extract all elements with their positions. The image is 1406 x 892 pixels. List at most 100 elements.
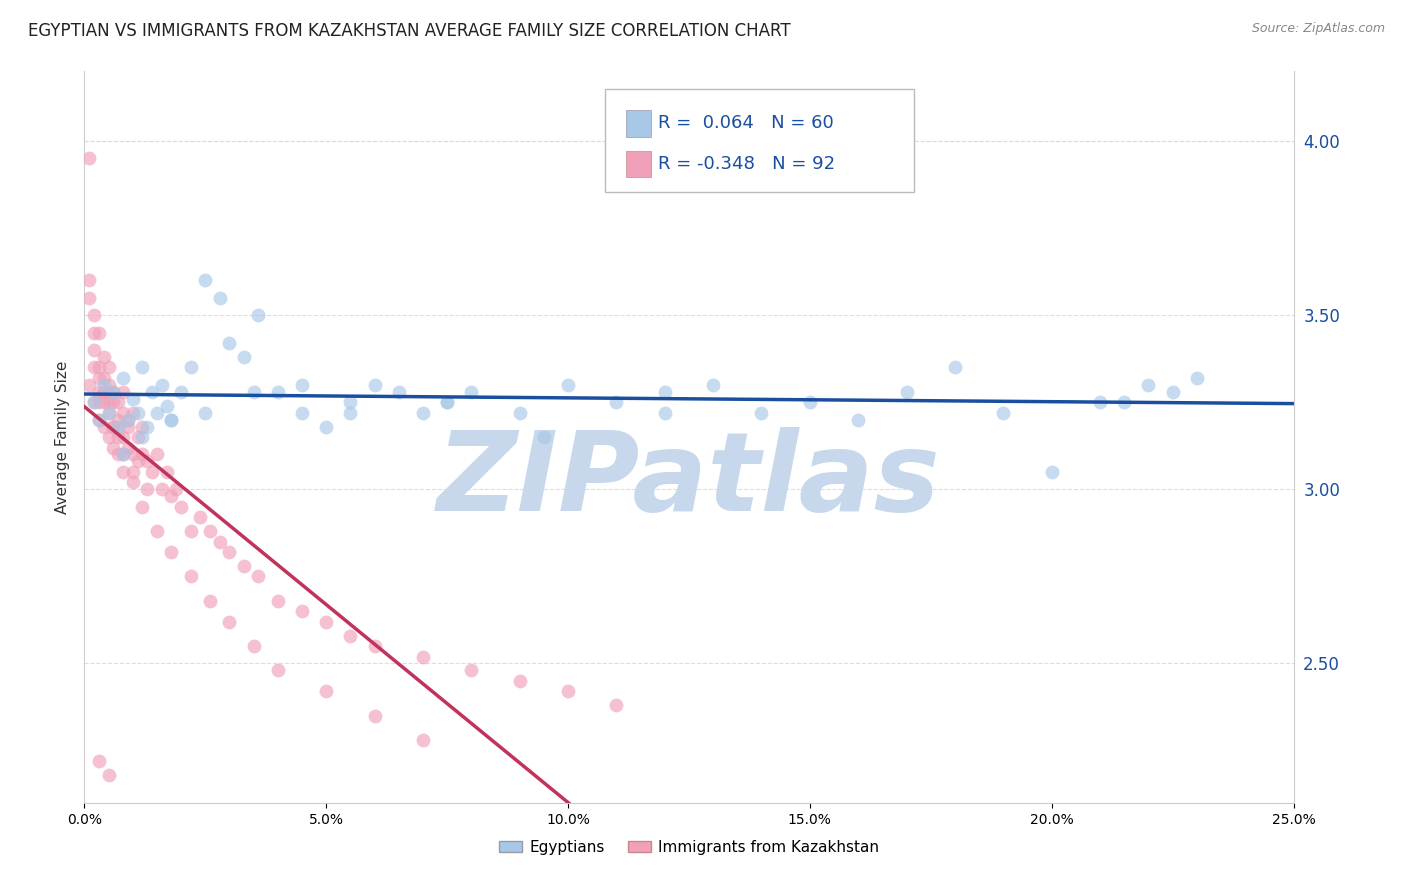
Point [155, 399, 177, 413]
Point [77, 152, 100, 166]
Point [460, 664, 482, 678]
Point [107, 412, 129, 426]
Point [160, 412, 183, 426]
Point [87, 360, 110, 375]
Point [412, 649, 434, 664]
Point [83, 395, 105, 409]
Point [267, 594, 290, 608]
Text: EGYPTIAN VS IMMIGRANTS FROM KAZAKHSTAN AVERAGE FAMILY SIZE CORRELATION CHART: EGYPTIAN VS IMMIGRANTS FROM KAZAKHSTAN A… [28, 22, 790, 40]
Point [93, 377, 115, 392]
Point [160, 545, 183, 559]
Point [83, 360, 105, 375]
Point [194, 273, 217, 287]
Point [557, 377, 579, 392]
Point [146, 448, 169, 462]
Point [103, 395, 125, 409]
Point [509, 673, 531, 688]
Point [198, 524, 221, 538]
Point [121, 448, 143, 462]
Point [509, 406, 531, 420]
Point [155, 465, 177, 479]
Point [83, 326, 105, 340]
Point [943, 360, 966, 375]
Point [605, 395, 627, 409]
Point [1137, 377, 1160, 392]
Point [87, 384, 110, 399]
Point [315, 615, 337, 629]
Point [160, 412, 183, 426]
Point [315, 419, 337, 434]
Point [87, 754, 110, 768]
Point [218, 336, 240, 351]
Point [363, 708, 385, 723]
Point [121, 475, 143, 490]
Point [83, 308, 105, 322]
Point [557, 684, 579, 698]
Text: R = -0.348   N = 92: R = -0.348 N = 92 [658, 155, 835, 173]
Point [131, 430, 153, 444]
Point [150, 483, 173, 497]
Y-axis label: Average Family Size: Average Family Size [55, 360, 70, 514]
Point [107, 395, 129, 409]
Point [127, 406, 149, 420]
Point [150, 377, 173, 392]
Point [107, 419, 129, 434]
Point [242, 639, 264, 653]
Point [87, 395, 110, 409]
Point [190, 510, 212, 524]
Point [247, 308, 270, 322]
Point [103, 384, 125, 399]
Point [247, 569, 270, 583]
Point [93, 419, 115, 434]
Point [77, 273, 100, 287]
Point [1161, 384, 1184, 399]
Point [87, 412, 110, 426]
Point [117, 441, 139, 455]
Point [112, 465, 135, 479]
Point [1185, 371, 1208, 385]
Point [751, 406, 773, 420]
Point [799, 395, 821, 409]
Point [97, 377, 120, 392]
Point [103, 419, 125, 434]
Point [233, 350, 256, 364]
Text: ZIPatlas: ZIPatlas [437, 427, 941, 534]
Point [436, 395, 458, 409]
Point [412, 406, 434, 420]
Point [93, 384, 115, 399]
Point [233, 558, 256, 573]
Point [1040, 465, 1063, 479]
Point [291, 406, 314, 420]
Point [87, 371, 110, 385]
Point [165, 483, 187, 497]
Text: R =  0.064   N = 60: R = 0.064 N = 60 [658, 114, 834, 132]
Point [993, 406, 1015, 420]
Point [846, 412, 869, 426]
Point [87, 412, 110, 426]
Point [146, 406, 169, 420]
Point [103, 384, 125, 399]
Point [87, 326, 110, 340]
Point [97, 406, 120, 420]
Point [242, 384, 264, 399]
Point [654, 406, 676, 420]
Point [141, 384, 163, 399]
Point [208, 534, 231, 549]
Point [1114, 395, 1136, 409]
Point [339, 629, 361, 643]
Point [112, 384, 135, 399]
Point [112, 371, 135, 385]
Point [131, 360, 153, 375]
Point [77, 377, 100, 392]
Point [107, 430, 129, 444]
Point [339, 406, 361, 420]
Point [339, 395, 361, 409]
Point [180, 569, 202, 583]
Point [436, 395, 458, 409]
Point [97, 395, 120, 409]
Point [388, 384, 411, 399]
Point [112, 448, 135, 462]
Point [121, 406, 143, 420]
Point [533, 430, 555, 444]
Point [131, 500, 153, 514]
